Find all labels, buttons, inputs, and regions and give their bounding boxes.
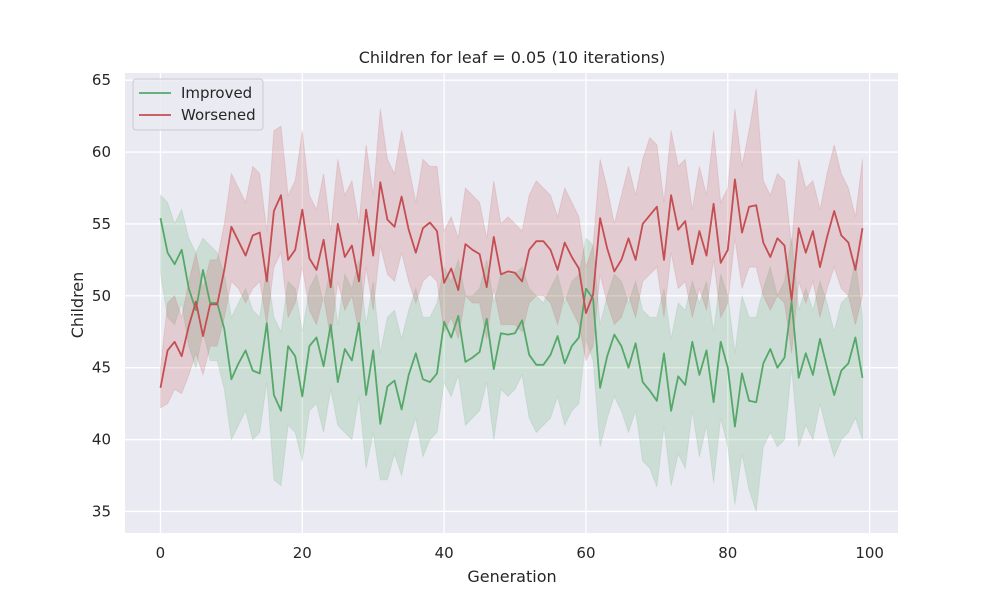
y-tick-label: 55	[92, 215, 111, 233]
x-tick-label: 60	[576, 544, 595, 562]
x-axis-ticks: 0 20 40 60 80 100	[156, 544, 884, 562]
x-tick-label: 0	[156, 544, 166, 562]
y-tick-label: 45	[92, 359, 111, 377]
y-tick-label: 65	[92, 71, 111, 89]
y-tick-label: 40	[92, 431, 111, 449]
improved-confidence-band	[160, 193, 863, 512]
improved-legend-label: Improved	[181, 84, 252, 102]
improved-series-line	[159, 218, 864, 428]
x-tick-label: 80	[718, 544, 737, 562]
y-axis-label: Children	[68, 272, 87, 339]
x-tick-label: 20	[293, 544, 312, 562]
y-tick-label: 50	[92, 287, 111, 305]
y-tick-label: 60	[92, 143, 111, 161]
confidence-bands	[160, 88, 863, 512]
chart-title: Children for leaf = 0.05 (10 iterations)	[359, 48, 666, 67]
legend-box	[132, 78, 264, 131]
x-tick-label: 100	[855, 544, 884, 562]
y-tick-label: 35	[92, 502, 111, 520]
series-lines	[159, 178, 864, 428]
y-axis-ticks: 35 40 45 50 55 60 65	[92, 71, 111, 520]
plot-area	[125, 73, 898, 533]
x-tick-label: 40	[435, 544, 454, 562]
worsened-series-line	[159, 178, 864, 388]
worsened-confidence-band	[160, 88, 863, 409]
worsened-legend-label: Worsened	[181, 106, 256, 124]
legend: Improved Worsened	[132, 78, 264, 131]
x-axis-label: Generation	[467, 567, 556, 586]
